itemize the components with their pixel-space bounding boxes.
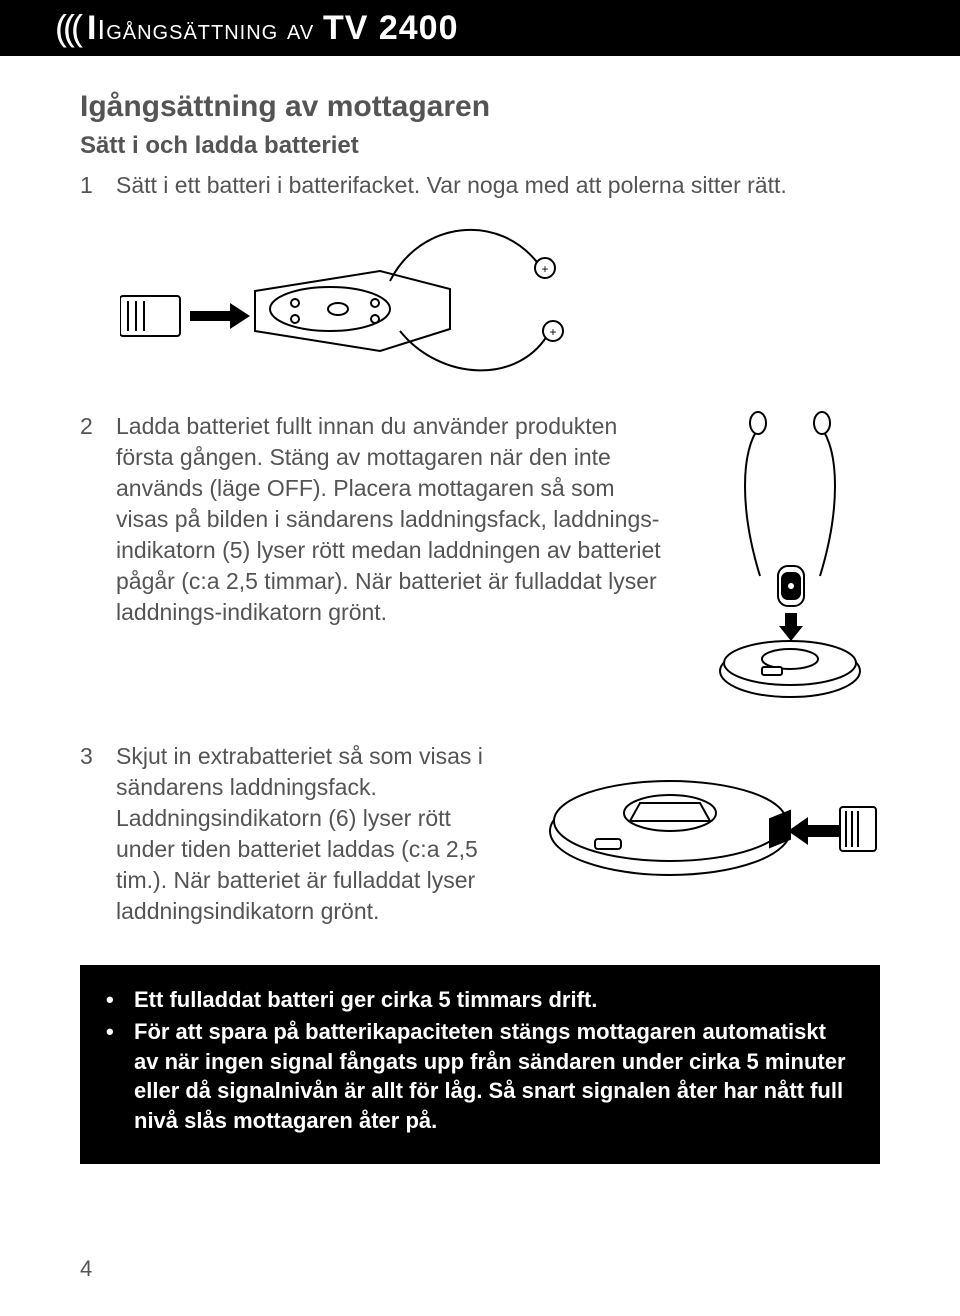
step-3-block: 3 Skjut in extrabatteriet så som visas i… [80, 741, 880, 935]
dock-battery-slot-illustration [540, 741, 880, 901]
bullet-icon: • [106, 1017, 118, 1136]
content-area: Igångsättning av mottagaren Sätt i och l… [80, 90, 880, 1164]
step-2-block: 2 Ladda batteriet fullt innan du använde… [80, 411, 880, 711]
step-text: Skjut in extrabatteriet så som visas i s… [116, 741, 510, 927]
note-text: För att spara på batterikapaciteten stän… [134, 1017, 854, 1136]
subsection-title: Sätt i och ladda batteriet [80, 132, 880, 160]
step-3: 3 Skjut in extrabatteriet så som visas i… [80, 741, 510, 927]
svg-text:+: + [541, 262, 548, 276]
note-box: • Ett fulladdat batteri ger cirka 5 timm… [80, 965, 880, 1163]
step-text: Sätt i ett batteri i batterifacket. Var … [116, 170, 880, 201]
page-header: IIgångsättning av TV 2400 [87, 9, 459, 48]
step-number: 3 [80, 741, 98, 927]
figure-battery-insert: + + [120, 211, 880, 381]
section-title: Igångsättning av mottagaren [80, 90, 880, 124]
note-item: • Ett fulladdat batteri ger cirka 5 timm… [106, 985, 854, 1015]
header-prefix: Igångsättning av [97, 14, 314, 45]
manual-page: ((( IIgångsättning av TV 2400 Igångsättn… [0, 0, 960, 1316]
battery-insert-illustration: + + [120, 211, 600, 381]
step-2: 2 Ladda batteriet fullt innan du använde… [80, 411, 670, 628]
page-number: 4 [80, 1256, 92, 1282]
spiral-icon: ((( [55, 10, 79, 46]
note-item: • För att spara på batterikapaciteten st… [106, 1017, 854, 1136]
step-text: Ladda batteriet fullt innan du använder … [116, 411, 670, 628]
step-1: 1 Sätt i ett batteri i batterifacket. Va… [80, 170, 880, 201]
bullet-icon: • [106, 985, 118, 1015]
header-bar: ((( IIgångsättning av TV 2400 [0, 0, 960, 56]
header-model: TV 2400 [323, 9, 459, 47]
step-number: 1 [80, 170, 98, 201]
receiver-on-dock-illustration [700, 411, 880, 711]
note-text: Ett fulladdat batteri ger cirka 5 timmar… [134, 985, 854, 1015]
step-number: 2 [80, 411, 98, 628]
svg-text:+: + [549, 325, 556, 339]
